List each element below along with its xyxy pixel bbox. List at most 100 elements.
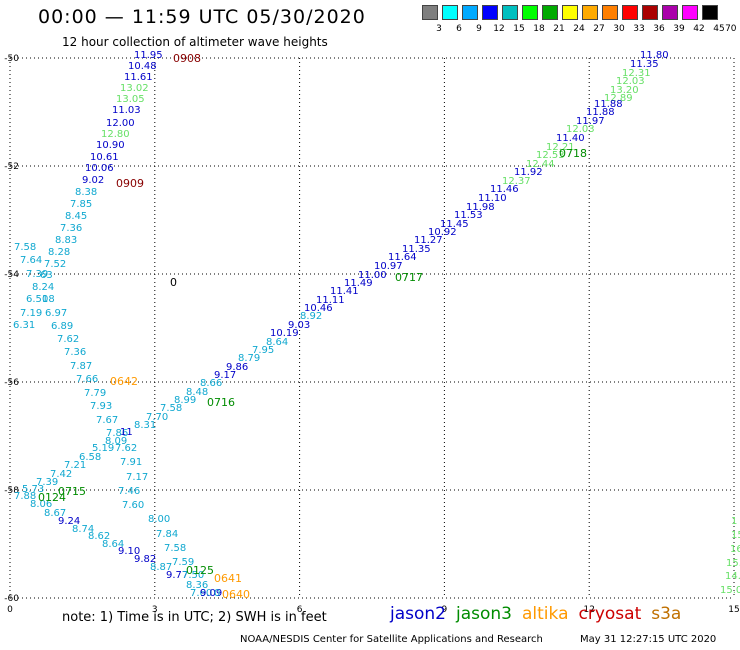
wave-height-value: 7.70 bbox=[146, 412, 168, 423]
wave-height-value: 11.03 bbox=[112, 105, 141, 116]
wave-height-value: 7.95 bbox=[252, 345, 274, 356]
legend-item-s3a: s3a bbox=[651, 604, 682, 624]
wave-height-value: 7.60 bbox=[122, 500, 144, 511]
wave-height-value: 11.64 bbox=[388, 252, 417, 263]
color-swatch bbox=[422, 5, 438, 20]
wave-height-value: 08 bbox=[42, 294, 55, 305]
color-swatch bbox=[622, 5, 638, 20]
pass-time-label: 0717 bbox=[395, 271, 423, 284]
wave-height-value: 7.58 bbox=[164, 543, 186, 554]
wave-height-value: 7.91 bbox=[120, 457, 142, 468]
wave-height-value: 12.80 bbox=[101, 129, 130, 140]
wave-height-value: 7.85 bbox=[70, 199, 92, 210]
wave-height-value: 9.24 bbox=[58, 516, 80, 527]
wave-height-value: 10.46 bbox=[304, 303, 333, 314]
color-swatch bbox=[462, 5, 478, 20]
wave-height-value: 10.61 bbox=[90, 152, 119, 163]
wave-height-value: 12.03 bbox=[616, 76, 645, 87]
y-tick-label: -50 bbox=[4, 54, 19, 64]
pass-time-label: 0641 bbox=[214, 572, 242, 585]
wave-height-value: 8.28 bbox=[48, 247, 70, 258]
wave-height-value: 9.10 bbox=[118, 546, 140, 557]
footnote: note: 1) Time is in UTC; 2) SWH is in fe… bbox=[62, 610, 327, 625]
wave-height-value: 8.83 bbox=[55, 235, 77, 246]
wave-height-value: 9.17 bbox=[214, 370, 236, 381]
wave-height-value: 7.87 bbox=[70, 361, 92, 372]
wave-height-value: 6.89 bbox=[51, 321, 73, 332]
wave-height-value: 11.27 bbox=[414, 235, 443, 246]
wave-height-value: 7.64 bbox=[20, 255, 42, 266]
wave-height-value: 1 bbox=[731, 516, 737, 527]
x-tick-label: 9 bbox=[442, 605, 448, 615]
color-scale-label: 6 bbox=[456, 24, 462, 34]
wave-height-value: 7.79 bbox=[84, 388, 106, 399]
color-scale-label: 30 bbox=[613, 24, 625, 34]
wave-height-value: 6.97 bbox=[45, 308, 67, 319]
wave-height-value: 11.61 bbox=[124, 72, 153, 83]
wave-height-value: 0 bbox=[214, 588, 220, 599]
wave-height-value: 8.64 bbox=[266, 337, 288, 348]
wave-height-value: 6.51 bbox=[26, 294, 48, 305]
legend-item-altika: altika bbox=[522, 604, 569, 624]
color-scale-label: 70 (ft) bbox=[725, 24, 740, 34]
wave-height-value: 8.24 bbox=[32, 282, 54, 293]
legend-item-jason2: jason2 bbox=[390, 604, 446, 624]
pass-time-label: 0640 bbox=[222, 588, 250, 601]
wave-height-value: 9.03 bbox=[288, 320, 310, 331]
wave-height-value: 11.97 bbox=[576, 116, 605, 127]
color-scale-label: 12 bbox=[493, 24, 505, 34]
pass-time-label: 0125 bbox=[186, 564, 214, 577]
color-scale-label: 18 bbox=[533, 24, 545, 34]
wave-height-value: 7.42 bbox=[50, 469, 72, 480]
wave-height-value: 13.02 bbox=[120, 83, 149, 94]
wave-height-value: 15 bbox=[731, 530, 740, 541]
wave-height-value: 11.88 bbox=[586, 107, 615, 118]
wave-height-value: 8.06 bbox=[30, 499, 52, 510]
wave-height-value: 6.58 bbox=[79, 452, 101, 463]
wave-height-value: 7.36 bbox=[60, 223, 82, 234]
y-tick-label: -58 bbox=[4, 486, 19, 496]
color-scale-label: 42 bbox=[693, 24, 705, 34]
color-swatch bbox=[702, 5, 718, 20]
x-tick-label: 12 bbox=[583, 605, 594, 615]
wave-height-value: 9.09 bbox=[200, 588, 222, 599]
color-scale-label: 15 bbox=[513, 24, 525, 34]
wave-height-value: 8.79 bbox=[238, 353, 260, 364]
wave-height-value: 12.37 bbox=[502, 176, 531, 187]
wave-height-value: 11.49 bbox=[344, 278, 373, 289]
wave-height-value: 11.45 bbox=[440, 219, 469, 230]
legend-item-cryosat: cryosat bbox=[578, 604, 642, 624]
wave-height-value: 8.00 bbox=[148, 514, 170, 525]
wave-height-value: 9.86 bbox=[226, 362, 248, 373]
wave-height-value: 12.00 bbox=[106, 118, 135, 129]
x-tick-label: 0 bbox=[7, 605, 13, 615]
wave-height-value: 11.35 bbox=[402, 244, 431, 255]
wave-height-value: 7.88 bbox=[14, 491, 36, 502]
wave-height-value: 11.00 bbox=[358, 270, 387, 281]
color-scale-label: 3 bbox=[436, 24, 442, 34]
wave-height-value: 11.40 bbox=[556, 133, 585, 144]
wave-height-value: 11.41 bbox=[330, 286, 359, 297]
x-tick-label: 6 bbox=[297, 605, 303, 615]
wave-height-value: 7.39 bbox=[26, 269, 48, 280]
wave-height-value: 16 bbox=[730, 544, 740, 555]
color-scale-label: 27 bbox=[593, 24, 605, 34]
wave-height-value: 13.05 bbox=[116, 94, 145, 105]
wave-height-value: 6.31 bbox=[13, 320, 35, 331]
wave-height-value: 7.19 bbox=[20, 308, 42, 319]
legend-item-jason3: jason3 bbox=[456, 604, 512, 624]
color-swatch bbox=[642, 5, 658, 20]
wave-height-value: 7.62 bbox=[57, 334, 79, 345]
color-scale-label: 33 bbox=[633, 24, 645, 34]
wave-height-value: 8.67 bbox=[44, 508, 66, 519]
wave-height-value: 10.97 bbox=[374, 261, 403, 272]
wave-height-value: 12.21 bbox=[546, 142, 575, 153]
color-swatch bbox=[442, 5, 458, 20]
wave-height-value: 11.53 bbox=[454, 210, 483, 221]
y-tick-label: -56 bbox=[4, 378, 19, 388]
wave-height-value: 10.19 bbox=[270, 328, 299, 339]
wave-height-value: 7.17 bbox=[126, 472, 148, 483]
pass-time-label: 0908 bbox=[173, 52, 201, 65]
